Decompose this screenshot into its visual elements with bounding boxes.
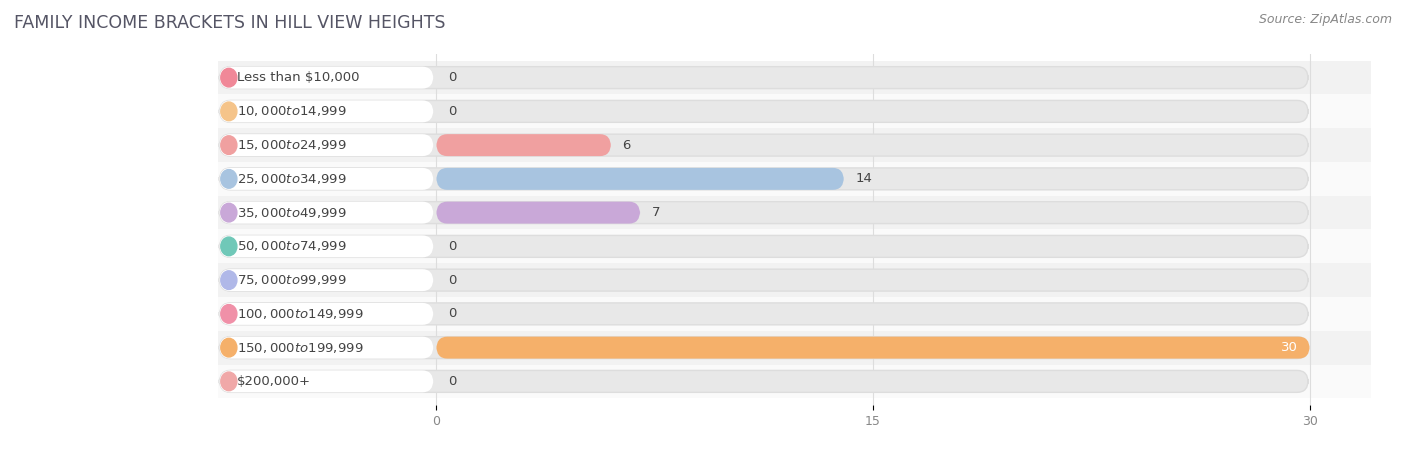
FancyBboxPatch shape	[219, 134, 1308, 156]
Circle shape	[221, 305, 236, 323]
FancyBboxPatch shape	[436, 337, 1310, 359]
Text: $200,000+: $200,000+	[238, 375, 311, 388]
FancyBboxPatch shape	[219, 370, 1308, 392]
FancyBboxPatch shape	[436, 134, 612, 156]
Text: 0: 0	[449, 71, 457, 84]
Circle shape	[221, 372, 236, 391]
Text: $100,000 to $149,999: $100,000 to $149,999	[238, 307, 364, 321]
Text: 7: 7	[652, 206, 661, 219]
FancyBboxPatch shape	[219, 168, 433, 190]
FancyBboxPatch shape	[219, 168, 1308, 190]
Text: 0: 0	[449, 375, 457, 388]
Bar	[218, 162, 1406, 196]
FancyBboxPatch shape	[436, 202, 640, 224]
FancyBboxPatch shape	[219, 370, 433, 392]
Text: 30: 30	[1281, 341, 1298, 354]
FancyBboxPatch shape	[219, 67, 1308, 89]
Text: $35,000 to $49,999: $35,000 to $49,999	[238, 206, 347, 220]
Circle shape	[221, 237, 236, 256]
Text: $10,000 to $14,999: $10,000 to $14,999	[238, 104, 347, 118]
FancyBboxPatch shape	[219, 100, 433, 122]
Text: $150,000 to $199,999: $150,000 to $199,999	[238, 341, 364, 355]
Bar	[218, 128, 1406, 162]
FancyBboxPatch shape	[219, 337, 433, 359]
Circle shape	[221, 102, 236, 121]
Text: 0: 0	[449, 274, 457, 287]
Text: Less than $10,000: Less than $10,000	[238, 71, 360, 84]
Text: 0: 0	[449, 240, 457, 253]
Bar	[218, 94, 1406, 128]
Text: $15,000 to $24,999: $15,000 to $24,999	[238, 138, 347, 152]
Bar	[218, 196, 1406, 230]
Text: $50,000 to $74,999: $50,000 to $74,999	[238, 239, 347, 253]
FancyBboxPatch shape	[219, 235, 1308, 257]
Text: $75,000 to $99,999: $75,000 to $99,999	[238, 273, 347, 287]
FancyBboxPatch shape	[219, 100, 1308, 122]
Text: 0: 0	[449, 307, 457, 320]
Circle shape	[221, 203, 236, 222]
Bar	[218, 263, 1406, 297]
FancyBboxPatch shape	[219, 67, 433, 89]
FancyBboxPatch shape	[219, 202, 433, 224]
Text: FAMILY INCOME BRACKETS IN HILL VIEW HEIGHTS: FAMILY INCOME BRACKETS IN HILL VIEW HEIG…	[14, 14, 446, 32]
FancyBboxPatch shape	[436, 168, 844, 190]
Text: 0: 0	[449, 105, 457, 118]
FancyBboxPatch shape	[219, 303, 433, 325]
Text: 14: 14	[855, 172, 872, 185]
Circle shape	[221, 136, 236, 154]
FancyBboxPatch shape	[219, 235, 433, 257]
Circle shape	[221, 170, 236, 188]
FancyBboxPatch shape	[219, 134, 433, 156]
FancyBboxPatch shape	[219, 269, 1308, 291]
Text: 6: 6	[623, 139, 631, 152]
Bar	[218, 61, 1406, 94]
Bar	[218, 364, 1406, 398]
Bar	[218, 230, 1406, 263]
FancyBboxPatch shape	[219, 337, 1308, 359]
Text: $25,000 to $34,999: $25,000 to $34,999	[238, 172, 347, 186]
Text: Source: ZipAtlas.com: Source: ZipAtlas.com	[1258, 14, 1392, 27]
FancyBboxPatch shape	[219, 303, 1308, 325]
Circle shape	[221, 271, 236, 289]
Bar	[218, 331, 1406, 364]
Circle shape	[221, 68, 236, 87]
Bar	[218, 297, 1406, 331]
FancyBboxPatch shape	[219, 269, 433, 291]
FancyBboxPatch shape	[219, 202, 1308, 224]
Circle shape	[221, 338, 236, 357]
